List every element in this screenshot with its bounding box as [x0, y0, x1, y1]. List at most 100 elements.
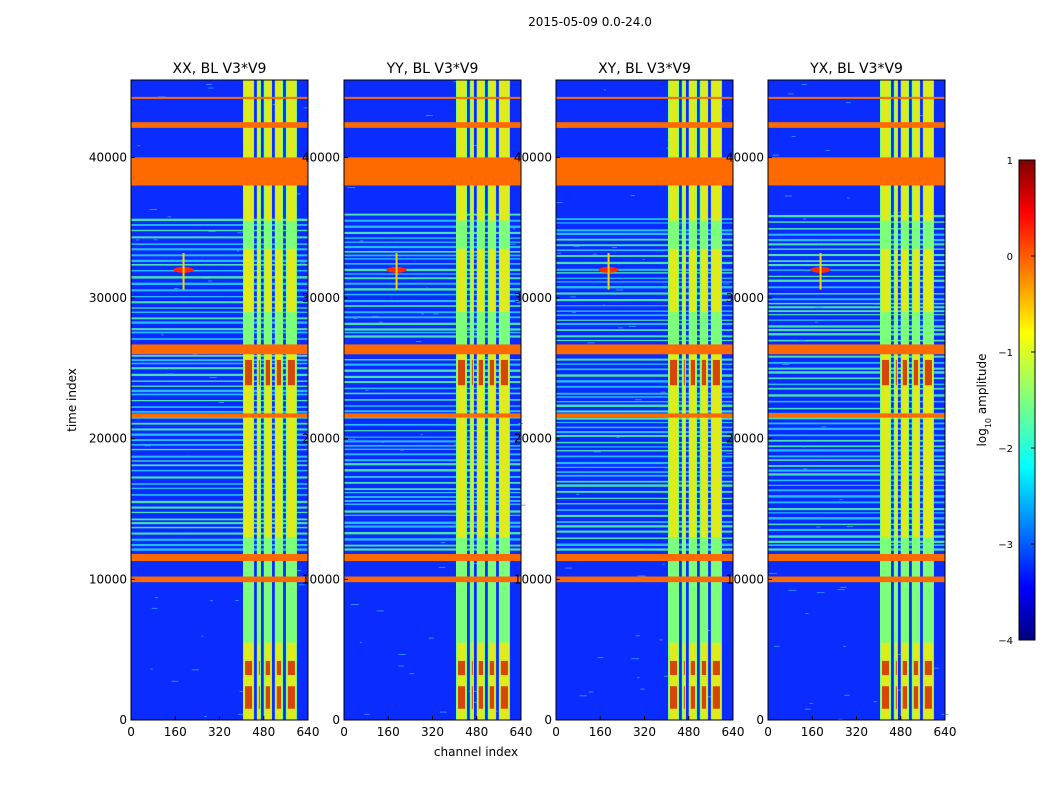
- time-stripe: [768, 362, 945, 364]
- time-stripe: [556, 466, 733, 468]
- noise-speck: [172, 533, 179, 535]
- time-stripe: [344, 231, 521, 235]
- noise-speck: [803, 468, 808, 470]
- band-block: [682, 642, 685, 720]
- y-tick-label: 40000: [514, 150, 552, 164]
- noise-speck: [421, 313, 424, 315]
- time-stripe: [556, 261, 733, 265]
- band-hotspot: [489, 660, 495, 675]
- noise-speck: [368, 545, 376, 547]
- noise-speck: [788, 589, 797, 591]
- noise-speck: [347, 187, 356, 189]
- noise-speck: [371, 315, 380, 317]
- time-stripe: [768, 434, 945, 437]
- band-block: [275, 248, 283, 313]
- noise-speck: [644, 548, 651, 550]
- time-stripe: [768, 387, 945, 390]
- time-stripe: [344, 331, 521, 334]
- time-stripe: [556, 497, 733, 499]
- band-hotspot: [478, 686, 484, 709]
- band-hotspot: [500, 686, 508, 709]
- noise-speck: [576, 493, 580, 495]
- time-stripe: [556, 537, 733, 539]
- time-stripe: [556, 480, 733, 483]
- time-stripe: [768, 333, 945, 336]
- band-block: [912, 642, 920, 720]
- band-hotspot: [683, 359, 685, 386]
- noise-speck: [802, 446, 805, 448]
- noise-speck: [840, 586, 847, 588]
- time-stripe: [768, 400, 945, 403]
- time-stripe: [556, 218, 733, 220]
- noise-speck: [202, 277, 210, 279]
- band-block: [894, 248, 897, 313]
- time-stripe: [768, 422, 945, 425]
- time-stripe: [131, 389, 308, 393]
- noise-speck: [637, 575, 646, 577]
- time-stripe: [768, 228, 945, 230]
- flagged-range: [131, 576, 308, 583]
- noise-speck: [223, 295, 229, 297]
- time-stripe: [131, 328, 308, 331]
- noise-speck: [409, 673, 414, 675]
- time-stripe: [556, 229, 733, 232]
- band-hotspot: [701, 686, 707, 709]
- y-tick-label: 30000: [302, 291, 340, 305]
- time-stripe: [768, 238, 945, 242]
- band-block: [669, 354, 679, 538]
- panel-title: XY, BL V3*V9: [598, 61, 691, 77]
- time-stripe: [344, 496, 521, 498]
- noise-speck: [804, 708, 811, 710]
- time-stripe: [556, 404, 733, 407]
- flagged-range: [344, 413, 521, 418]
- noise-speck: [204, 716, 207, 718]
- colorbar-label-log: log: [975, 428, 989, 446]
- time-stripe: [556, 514, 733, 518]
- flagged-range: [768, 96, 945, 99]
- band-block: [264, 642, 272, 720]
- time-stripe: [768, 298, 945, 301]
- band-hotspot: [489, 686, 495, 709]
- band-block: [488, 354, 496, 538]
- noise-speck: [799, 339, 805, 341]
- band-block: [286, 80, 296, 221]
- band-hotspot: [245, 686, 253, 709]
- x-tick-label: 160: [377, 725, 400, 739]
- band-hotspot: [258, 359, 260, 386]
- time-stripe: [768, 489, 945, 492]
- y-tick-label: 40000: [89, 150, 127, 164]
- noise-speck: [588, 463, 591, 465]
- band-block: [244, 642, 254, 720]
- time-stripe: [344, 254, 521, 257]
- time-stripe: [131, 307, 308, 309]
- band-hotspot: [478, 359, 484, 386]
- band-block: [477, 80, 485, 221]
- noise-speck: [237, 232, 244, 234]
- noise-speck: [365, 389, 369, 391]
- noise-speck: [298, 584, 305, 586]
- noise-speck: [359, 240, 364, 242]
- noise-speck: [837, 718, 843, 720]
- band-hotspot: [902, 660, 908, 675]
- time-stripe: [556, 471, 733, 473]
- time-stripe: [768, 540, 945, 543]
- noise-speck: [774, 645, 780, 647]
- band-block: [689, 354, 697, 538]
- flagged-range: [556, 122, 733, 128]
- noise-speck: [803, 218, 807, 220]
- band-block: [682, 248, 685, 313]
- noise-speck: [805, 613, 809, 615]
- noise-speck: [782, 363, 790, 365]
- time-stripe: [344, 399, 521, 401]
- noise-speck: [772, 154, 780, 156]
- noise-speck: [466, 326, 473, 328]
- noise-speck: [209, 377, 217, 379]
- time-stripe: [768, 286, 945, 289]
- y-tick-label: 40000: [726, 150, 764, 164]
- time-stripe: [344, 328, 521, 331]
- time-stripe: [344, 219, 521, 222]
- time-stripe: [768, 248, 945, 250]
- noise-speck: [663, 675, 672, 677]
- time-stripe: [131, 428, 308, 431]
- time-stripe: [556, 484, 733, 487]
